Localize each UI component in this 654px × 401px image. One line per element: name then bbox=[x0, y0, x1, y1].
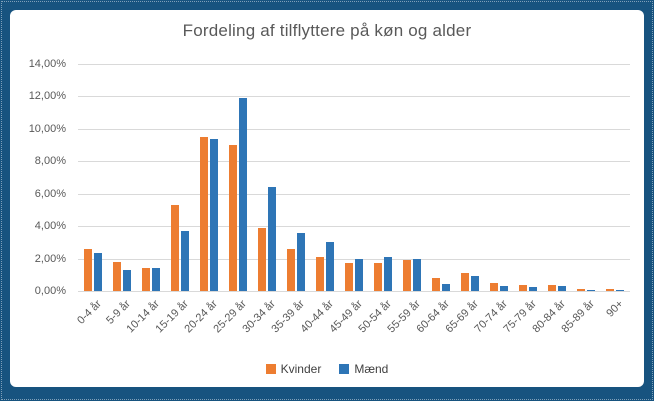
gridline-12 bbox=[78, 96, 630, 98]
bar-mænd-50-54-år bbox=[383, 256, 392, 291]
bar-group-0-4-år bbox=[78, 64, 107, 291]
chart-panel: Fordeling af tilflyttere på køn og alder… bbox=[10, 10, 644, 387]
bar-group-25-29-år bbox=[223, 64, 252, 291]
bar-series bbox=[78, 64, 630, 291]
bar-kvinder-55-59-år bbox=[403, 260, 412, 291]
bar-mænd-10-14-år bbox=[151, 267, 160, 291]
bar-mænd-0-4-år bbox=[93, 252, 102, 291]
bar-group-50-54-år bbox=[368, 64, 397, 291]
bar-mænd-40-44-år bbox=[325, 242, 334, 291]
bar-mænd-75-79-år bbox=[529, 286, 538, 291]
bar-group-30-34-år bbox=[252, 64, 281, 291]
bar-kvinder-30-34-år bbox=[257, 227, 266, 291]
y-tick-label: 2,00% bbox=[34, 252, 66, 265]
bar-kvinder-85-89-år bbox=[577, 289, 586, 291]
bar-group-85-89-år bbox=[572, 64, 601, 291]
legend-item-kvinder: Kvinder bbox=[265, 362, 322, 376]
bar-mænd-55-59-år bbox=[413, 258, 422, 291]
bar-mænd-85-89-år bbox=[587, 290, 596, 291]
bar-group-40-44-år bbox=[310, 64, 339, 291]
bar-kvinder-15-19-år bbox=[170, 205, 179, 291]
y-tick-label: 12,00% bbox=[28, 90, 66, 103]
bar-mænd-5-9-år bbox=[122, 269, 131, 291]
bar-mænd-90+ bbox=[616, 290, 625, 291]
legend: Kvinder Mænd bbox=[10, 361, 644, 377]
gridline-2 bbox=[78, 258, 630, 260]
y-tick-label: 6,00% bbox=[34, 187, 66, 200]
bar-group-90+ bbox=[601, 64, 630, 291]
bar-group-75-79-år bbox=[514, 64, 543, 291]
bar-group-70-74-år bbox=[485, 64, 514, 291]
y-tick-label: 4,00% bbox=[34, 220, 66, 233]
x-axis-labels: 0-4 år 5-9 år 10-14 år 15-19 år 20-24 år 25-2… bbox=[75, 291, 630, 355]
y-tick-label: 0,00% bbox=[34, 285, 66, 297]
bar-group-55-59-år bbox=[398, 64, 427, 291]
bar-mænd-30-34-år bbox=[267, 187, 276, 291]
bar-kvinder-5-9-år bbox=[112, 261, 121, 291]
gridline-14 bbox=[78, 64, 630, 65]
bar-mænd-45-49-år bbox=[354, 258, 363, 291]
legend-label: Mænd bbox=[354, 362, 389, 376]
bar-mænd-15-19-år bbox=[180, 231, 189, 291]
bar-group-15-19-år bbox=[165, 64, 194, 291]
y-tick-label: 14,00% bbox=[28, 58, 66, 70]
bar-kvinder-20-24-år bbox=[199, 136, 208, 291]
bar-mænd-70-74-år bbox=[500, 286, 509, 291]
bar-kvinder-65-69-år bbox=[461, 273, 470, 291]
bar-group-10-14-år bbox=[136, 64, 165, 291]
bar-group-80-84-år bbox=[543, 64, 572, 291]
y-tick-label: 10,00% bbox=[28, 122, 66, 135]
gridline-4 bbox=[78, 226, 630, 228]
bar-kvinder-75-79-år bbox=[519, 284, 528, 291]
gridline-8 bbox=[78, 161, 630, 163]
bar-kvinder-90+ bbox=[606, 289, 615, 291]
gridline-0 bbox=[78, 291, 630, 292]
legend-item-mænd: Mænd bbox=[339, 362, 388, 376]
bar-mænd-35-39-år bbox=[296, 232, 305, 291]
y-tick-label: 8,00% bbox=[34, 155, 66, 168]
bar-group-45-49-år bbox=[339, 64, 368, 291]
bar-mænd-65-69-år bbox=[471, 275, 480, 291]
chart-title: Fordeling af tilflyttere på køn og alder bbox=[182, 21, 472, 40]
legend-swatch-icon bbox=[339, 364, 350, 374]
bar-kvinder-40-44-år bbox=[315, 256, 324, 291]
bar-kvinder-70-74-år bbox=[490, 282, 499, 291]
gridline-6 bbox=[78, 193, 630, 195]
bar-kvinder-50-54-år bbox=[373, 263, 382, 291]
bar-kvinder-45-49-år bbox=[344, 263, 353, 291]
bar-kvinder-10-14-år bbox=[141, 267, 150, 291]
bar-kvinder-25-29-år bbox=[228, 145, 237, 291]
plot-area bbox=[78, 64, 630, 292]
bar-kvinder-60-64-år bbox=[432, 278, 441, 291]
legend-label: Kvinder bbox=[280, 362, 322, 376]
legend-swatch-icon bbox=[265, 364, 276, 374]
bar-group-35-39-år bbox=[281, 64, 310, 291]
bar-group-60-64-år bbox=[427, 64, 456, 291]
bar-kvinder-35-39-år bbox=[286, 248, 295, 291]
bar-kvinder-80-84-år bbox=[548, 284, 557, 291]
bar-mænd-20-24-år bbox=[209, 138, 218, 291]
bar-mænd-60-64-år bbox=[442, 283, 451, 291]
bar-group-5-9-år bbox=[107, 64, 136, 291]
bar-group-65-69-år bbox=[456, 64, 485, 291]
bar-mænd-25-29-år bbox=[238, 98, 247, 291]
bar-kvinder-0-4-år bbox=[83, 248, 92, 291]
y-axis-labels: 14,00% 12,00% 10,00% 8,00% 6,00% 4,00% 2,00% 0,… bbox=[10, 58, 72, 297]
bar-group-20-24-år bbox=[194, 64, 223, 291]
bar-mænd-80-84-år bbox=[558, 286, 567, 291]
gridline-10 bbox=[78, 128, 630, 130]
